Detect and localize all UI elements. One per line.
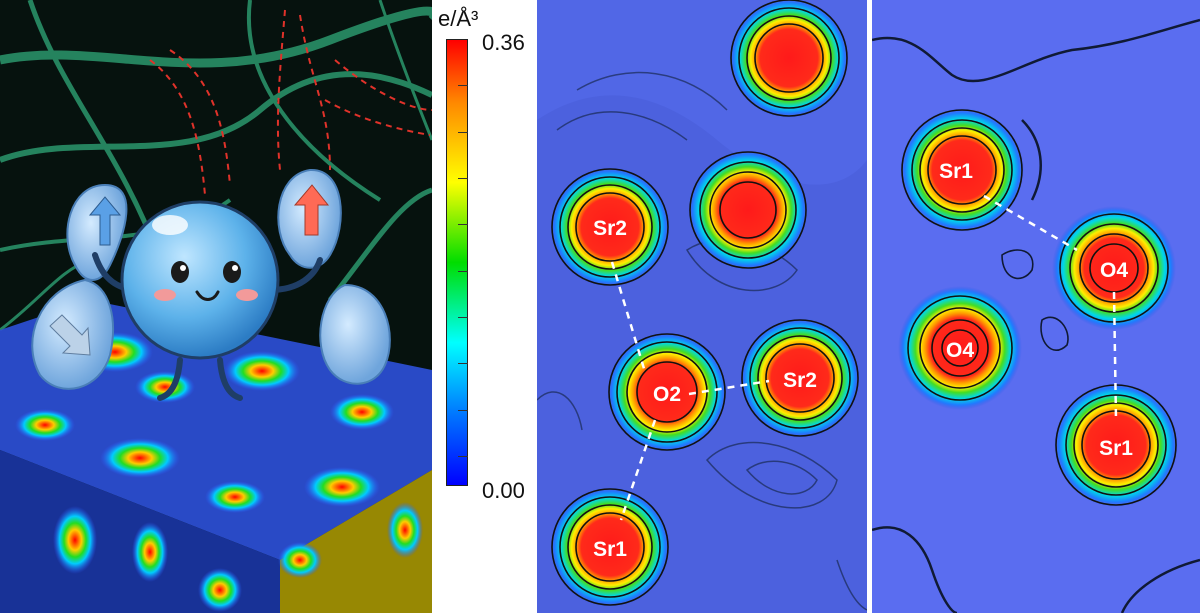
- spin-lobe-left-up: [66, 183, 128, 281]
- label-sr1-top: Sr1: [939, 160, 973, 183]
- colorbar-tick: [458, 317, 468, 318]
- bond-lines: [610, 261, 770, 521]
- illustration-panel: [0, 0, 432, 613]
- electron-character: [92, 200, 323, 401]
- colorbar-max-label: 0.36: [482, 30, 525, 55]
- spin-lobe-left-down: [31, 278, 114, 390]
- colorbar-min-label: 0.00: [482, 478, 525, 503]
- colorbar-tick: [458, 85, 468, 86]
- density-map-right: Sr1 O4 O4 Sr1: [872, 0, 1200, 613]
- spin-lobe-right-down: [319, 283, 391, 385]
- colorbar: [446, 39, 468, 486]
- colorbar-tick: [458, 224, 468, 225]
- colorbar-tick: [458, 363, 468, 364]
- atom-sr1: [550, 487, 670, 607]
- illustration-svg: [0, 0, 432, 613]
- atom-sr1-top: [900, 108, 1024, 232]
- atom-top: [729, 0, 849, 118]
- colorbar-tick: [458, 271, 468, 272]
- colorbar-tick: [458, 178, 468, 179]
- colorbar-unit-label: e/Å³: [438, 6, 479, 31]
- density-map-right-svg: Sr1 O4 O4 Sr1: [872, 0, 1200, 613]
- atom-sr2-right: [740, 318, 860, 438]
- spin-lobe-right-up: [277, 168, 342, 269]
- colorbar-tick: [458, 410, 468, 411]
- density-map-middle: Sr2 O2 Sr2 Sr1: [537, 0, 867, 613]
- label-o2: O2: [653, 383, 681, 406]
- label-sr1: Sr1: [593, 538, 627, 561]
- inner-contours: [1001, 249, 1069, 351]
- label-sr2-top: Sr2: [593, 217, 627, 240]
- outer-contours: [872, 18, 1200, 613]
- density-map-middle-svg: Sr2 O2 Sr2 Sr1: [537, 0, 867, 613]
- atom-sr2-top: [550, 167, 670, 287]
- atom-center: [688, 150, 808, 270]
- bond-lines: [983, 194, 1118, 421]
- atom-o4-left: [898, 286, 1022, 410]
- green-fibers: [0, 0, 432, 332]
- label-o4-left: O4: [946, 339, 974, 362]
- label-sr1-bottom: Sr1: [1099, 437, 1133, 460]
- field-lines: [149, 9, 432, 196]
- density-plane: [0, 300, 432, 613]
- atom-o2: [607, 332, 727, 452]
- colorbar-tick: [458, 132, 468, 133]
- label-o4-right: O4: [1100, 259, 1128, 282]
- colorbar-tick: [458, 456, 468, 457]
- label-sr2-right: Sr2: [783, 369, 817, 392]
